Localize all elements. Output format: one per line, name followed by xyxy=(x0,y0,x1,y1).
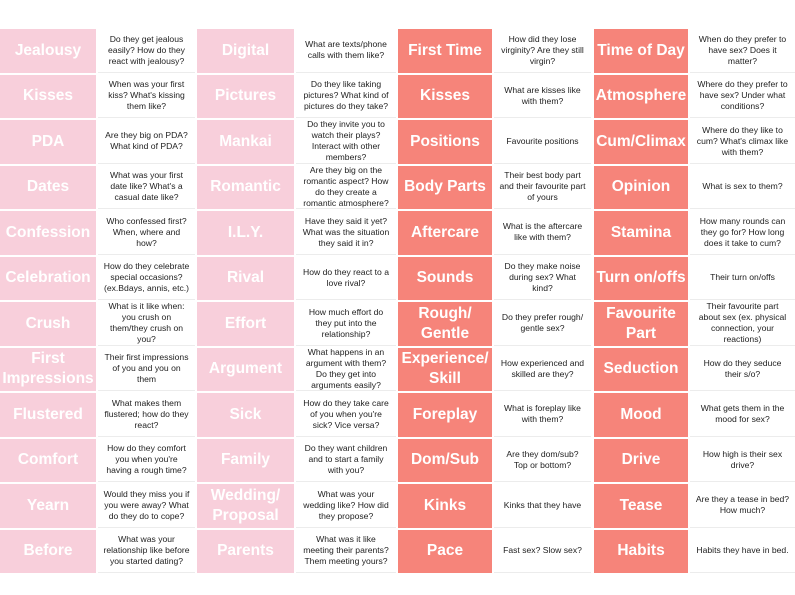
prompt-question: Where do they like to cum? What's climax… xyxy=(690,120,795,164)
prompt-label: Drive xyxy=(594,438,688,482)
prompt-label: Wedding/ Proposal xyxy=(197,484,294,528)
prompt-question: Are they dom/sub? Top or bottom? xyxy=(494,438,591,482)
prompt-label: Romantic xyxy=(197,165,294,209)
prompt-question: What was your relationship like before y… xyxy=(98,529,195,573)
prompt-label: Dates xyxy=(0,165,96,209)
prompt-question: What are kisses like with them? xyxy=(494,74,591,118)
prompt-label: Effort xyxy=(197,302,294,346)
prompt-label: Foreplay xyxy=(398,393,492,437)
prompt-label: Tease xyxy=(594,484,688,528)
prompt-question: How experienced and skilled are they? xyxy=(494,347,591,391)
prompt-label: Before xyxy=(0,529,96,573)
prompt-question: Are they big on the romantic aspect? How… xyxy=(296,165,396,209)
prompt-question: What makes them flustered; how do they r… xyxy=(98,393,195,437)
prompt-label: Pace xyxy=(398,529,492,573)
prompt-label: Sounds xyxy=(398,256,492,300)
prompt-question: Do they invite you to watch their plays?… xyxy=(296,119,396,164)
prompt-question: Are they a tease in bed? How much? xyxy=(690,484,795,528)
prompt-question: What are texts/phone calls with them lik… xyxy=(296,29,396,73)
prompt-question: How do they take care of you when you're… xyxy=(296,393,396,437)
prompt-question: Kinks that they have xyxy=(494,484,591,528)
prompt-label: Parents xyxy=(197,529,294,573)
prompt-question: How do they comfort you when you're havi… xyxy=(98,438,195,482)
prompt-question: How many rounds can they go for? How lon… xyxy=(690,211,795,255)
prompt-label: Confession xyxy=(0,211,96,255)
prompt-question: Do they want children and to start a fam… xyxy=(296,438,396,482)
prompt-question: Do they like taking pictures? What kind … xyxy=(296,74,396,118)
prompt-question: What is foreplay like with them? xyxy=(494,393,591,437)
prompt-label: Comfort xyxy=(0,438,96,482)
prompt-label: I.L.Y. xyxy=(197,211,294,255)
prompt-question: Are they big on PDA? What kind of PDA? xyxy=(98,120,195,164)
prompt-question: Do they get jealous easily? How do they … xyxy=(98,29,195,73)
prompt-label: Dom/Sub xyxy=(398,438,492,482)
prompt-question: How high is their sex drive? xyxy=(690,438,795,482)
prompt-label: Favourite Part xyxy=(594,302,688,346)
prompt-question: What was it like meeting their parents? … xyxy=(296,529,396,573)
prompt-question: What was your first date like? What's a … xyxy=(98,165,195,209)
prompt-question: Their favourite part about sex (ex. phys… xyxy=(690,301,795,346)
prompt-question: Who confessed first? When, where and how… xyxy=(98,211,195,255)
prompt-label: Turn on/offs xyxy=(594,256,688,300)
prompt-label: Jealousy xyxy=(0,29,96,73)
prompt-label: Aftercare xyxy=(398,211,492,255)
prompt-question: How do they celebrate special occasions?… xyxy=(98,256,195,300)
prompt-question: How do they react to a love rival? xyxy=(296,256,396,300)
prompt-label: Celebration xyxy=(0,256,96,300)
prompt-label: Rival xyxy=(197,256,294,300)
prompt-question: How do they seduce their s/o? xyxy=(690,347,795,391)
prompt-question: What is sex to them? xyxy=(690,165,795,209)
prompt-question: How did they lose virginity? Are they st… xyxy=(494,29,591,73)
prompt-label: Sick xyxy=(197,393,294,437)
prompt-question: Do they make noise during sex? What kind… xyxy=(494,256,591,300)
prompt-label: Positions xyxy=(398,120,492,164)
prompt-question: Have they said it yet? What was the situ… xyxy=(296,211,396,255)
prompt-label: Cum/Climax xyxy=(594,120,688,164)
prompt-label: Crush xyxy=(0,302,96,346)
prompt-label: Time of Day xyxy=(594,29,688,73)
prompt-question: Where do they prefer to have sex? Under … xyxy=(690,74,795,118)
prompt-label: Seduction xyxy=(594,347,688,391)
prompt-label: Experience/ Skill xyxy=(398,347,492,391)
prompt-label: First Impressions xyxy=(0,347,96,391)
prompt-label: Argument xyxy=(197,347,294,391)
prompt-question: What is it like when: you crush on them/… xyxy=(98,301,195,346)
prompt-label: Rough/ Gentle xyxy=(398,302,492,346)
prompt-label: Kisses xyxy=(398,74,492,118)
prompt-label: Stamina xyxy=(594,211,688,255)
prompt-label: Yearn xyxy=(0,484,96,528)
prompt-question: Fast sex? Slow sex? xyxy=(494,529,591,573)
prompt-label: Mood xyxy=(594,393,688,437)
prompt-label: Body Parts xyxy=(398,165,492,209)
prompt-question: Their first impressions of you and you o… xyxy=(98,347,195,391)
prompt-question: What was your wedding like? How did they… xyxy=(296,484,396,528)
prompt-question: What happens in an argument with them? D… xyxy=(296,347,396,391)
prompt-label: Mankai xyxy=(197,120,294,164)
prompt-label: Atmosphere xyxy=(594,74,688,118)
prompt-question: What is the aftercare like with them? xyxy=(494,211,591,255)
prompt-label: PDA xyxy=(0,120,96,164)
prompt-question: Would they miss you if you were away? Wh… xyxy=(98,484,195,528)
prompt-question: What gets them in the mood for sex? xyxy=(690,393,795,437)
prompt-label: Pictures xyxy=(197,74,294,118)
prompt-question: When was your first kiss? What's kissing… xyxy=(98,74,195,118)
prompt-label: Kisses xyxy=(0,74,96,118)
prompt-label: Habits xyxy=(594,529,688,573)
prompt-label: Family xyxy=(197,438,294,482)
prompt-question: Favourite positions xyxy=(494,120,591,164)
prompt-label: Kinks xyxy=(398,484,492,528)
prompt-label: Opinion xyxy=(594,165,688,209)
prompt-question: Their best body part and their favourite… xyxy=(494,165,591,209)
prompt-label: Digital xyxy=(197,29,294,73)
prompt-question: When do they prefer to have sex? Does it… xyxy=(690,29,795,73)
prompt-label: Flustered xyxy=(0,393,96,437)
prompt-question: Do they prefer rough/ gentle sex? xyxy=(494,302,591,346)
prompt-question: Their turn on/offs xyxy=(690,256,795,300)
prompt-question: Habits they have in bed. xyxy=(690,529,795,573)
prompt-label: First Time xyxy=(398,29,492,73)
prompt-question: How much effort do they put into the rel… xyxy=(296,302,396,346)
